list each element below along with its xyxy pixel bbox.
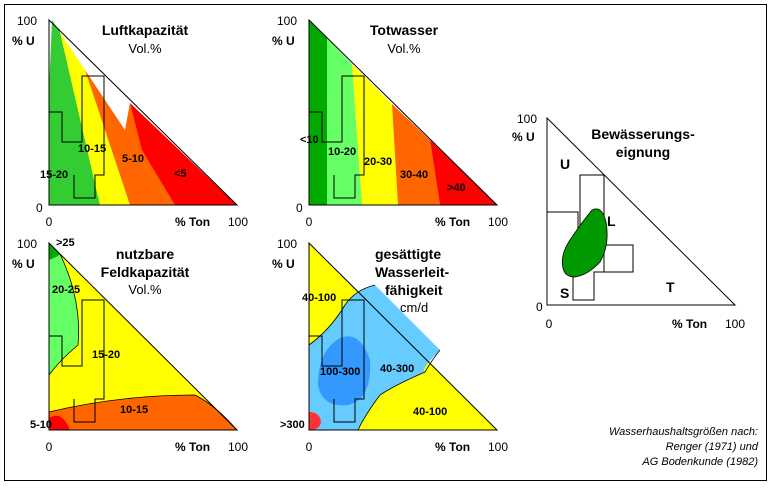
y-zero-label: 0: [296, 201, 303, 215]
zone-bewaesserung-suitable: [561, 208, 608, 278]
zone-label-10-15: 10-15: [78, 143, 106, 155]
panel-title-line2: Wasserleit-: [375, 264, 450, 280]
y-zero-label: 0: [36, 201, 43, 215]
y-axis-label: % U: [12, 257, 35, 271]
x-axis-label: % Ton: [175, 440, 210, 454]
zone-luft-15-20-area: [49, 20, 100, 205]
zone-tot-30-40: [392, 104, 440, 205]
panel-unit: cm/d: [400, 300, 428, 315]
panel-title-line2: Feldkapazität: [101, 264, 190, 280]
panel-luftkapazitaet: 100 % U 0 0 % Ton 100 Luftkapazität Vol.…: [12, 14, 248, 229]
x-max-label: 100: [228, 440, 248, 454]
x-max-label: 100: [488, 215, 508, 229]
zone-luft-lt5: [130, 103, 237, 205]
zone-label-gt25: >25: [56, 237, 75, 249]
y-max-label: 100: [17, 237, 37, 251]
source-line3: AG Bodenkunde (1982): [641, 456, 758, 468]
panel-title-line1: Bewässerungs-: [591, 126, 695, 142]
zone-label-40-100-lower: 40-100: [413, 406, 447, 418]
zone-label-40-100-upper: 40-100: [302, 292, 336, 304]
zone-label-gt300: >300: [280, 419, 305, 431]
y-max-label: 100: [17, 14, 37, 28]
zone-luft-10-15: [52, 20, 130, 205]
zone-label-lt10: <10: [300, 134, 319, 146]
zone-label-30-40: 30-40: [400, 169, 428, 181]
x-zero-label: 0: [306, 440, 313, 454]
zone-label-lt5: <5: [174, 168, 187, 180]
zone-label-100-300: 100-300: [320, 366, 360, 378]
x-axis-label: % Ton: [435, 440, 470, 454]
isoline-20: [48, 253, 79, 376]
isoline-40-upper: [308, 284, 376, 346]
zone-nfk-20-25: [49, 243, 79, 375]
texture-class-lines: [309, 75, 365, 199]
x-zero-label: 0: [46, 440, 53, 454]
zone-label-15-20: 15-20: [92, 349, 120, 361]
zone-label-l: L: [607, 213, 616, 229]
panel-wasserleitfaehigkeit: 100 % U 0 % Ton 100 gesättigte Wasserlei…: [272, 237, 508, 454]
texture-class-lines: [309, 299, 365, 423]
zone-label-15-20: 15-20: [40, 169, 68, 181]
zone-label-u: U: [560, 156, 570, 172]
isoline-40-lower: [357, 349, 441, 431]
y-axis-label: % U: [272, 34, 295, 48]
x-zero-label: 0: [306, 215, 313, 229]
panel-totwasser: 100 % U 0 0 % Ton 100 Totwasser Vol.% <1…: [272, 14, 508, 229]
y-axis-label: % U: [272, 257, 295, 271]
zone-nfk-5-10: [49, 415, 70, 430]
zone-label-t: T: [666, 279, 675, 295]
x-axis-label: % Ton: [672, 317, 707, 331]
zone-tot-10-20: [327, 38, 362, 205]
x-max-label: 100: [488, 440, 508, 454]
panel-title-line1: nutzbare: [116, 246, 175, 262]
x-axis-label: % Ton: [175, 215, 210, 229]
zone-label-10-20: 10-20: [328, 146, 356, 158]
zone-nfk-gt25: [49, 243, 60, 260]
zone-label-40-300: 40-300: [380, 363, 414, 375]
zone-label-20-30: 20-30: [364, 156, 392, 168]
panel-title: Totwasser: [370, 22, 439, 38]
x-zero-label: 0: [546, 317, 553, 331]
x-axis-label: % Ton: [435, 215, 470, 229]
zone-label-s: S: [560, 285, 569, 301]
y-zero-label: 0: [536, 300, 543, 314]
texture-class-lines-right: [604, 244, 634, 273]
panel-unit: Vol.%: [387, 41, 421, 56]
y-max-label: 100: [517, 112, 537, 126]
texture-class-lines: [49, 75, 105, 199]
panel-title-line3: fähigkeit: [385, 282, 443, 298]
x-zero-label: 0: [46, 215, 53, 229]
x-max-label: 100: [228, 215, 248, 229]
zone-kf-gt300: [309, 412, 321, 430]
zone-luft-5-10: [85, 70, 170, 205]
source-line2: Renger (1971) und: [666, 441, 759, 453]
zone-kf-40-300-edge: [404, 314, 440, 372]
y-max-label: 100: [277, 237, 297, 251]
panel-title: Luftkapazität: [102, 22, 189, 38]
zone-label-5-10: 5-10: [122, 153, 144, 165]
zone-nfk-10-15: [49, 395, 237, 430]
panel-nutzbare-feldkapazitaet: 100 % U 0 % Ton 100 nutzbare Feldkapazit…: [12, 237, 248, 454]
panel-title-line2: eignung: [616, 144, 670, 160]
panel-bewaesserungseignung: 100 % U 0 0 % Ton 100 Bewässerungs- eign…: [512, 112, 745, 331]
y-axis-label: % U: [12, 34, 35, 48]
panel-unit: Vol.%: [128, 282, 162, 297]
isoline-15: [48, 394, 238, 431]
zone-label-10-15: 10-15: [120, 404, 148, 416]
panel-title-line1: gesättigte: [375, 246, 441, 262]
y-axis-label: % U: [512, 130, 535, 144]
texture-class-lines: [49, 299, 105, 423]
zone-label-5-10: 5-10: [30, 419, 52, 431]
zone-label-20-25: 20-25: [52, 284, 80, 296]
y-max-label: 100: [277, 14, 297, 28]
x-max-label: 100: [725, 317, 745, 331]
source-line1: Wasserhaushaltsgrößen nach:: [609, 426, 758, 438]
zone-kf-100-300: [318, 336, 371, 406]
panel-unit: Vol.%: [128, 41, 162, 56]
zone-label-gt40: >40: [447, 182, 466, 194]
source-note: Wasserhaushaltsgrößen nach: Renger (1971…: [609, 426, 759, 468]
